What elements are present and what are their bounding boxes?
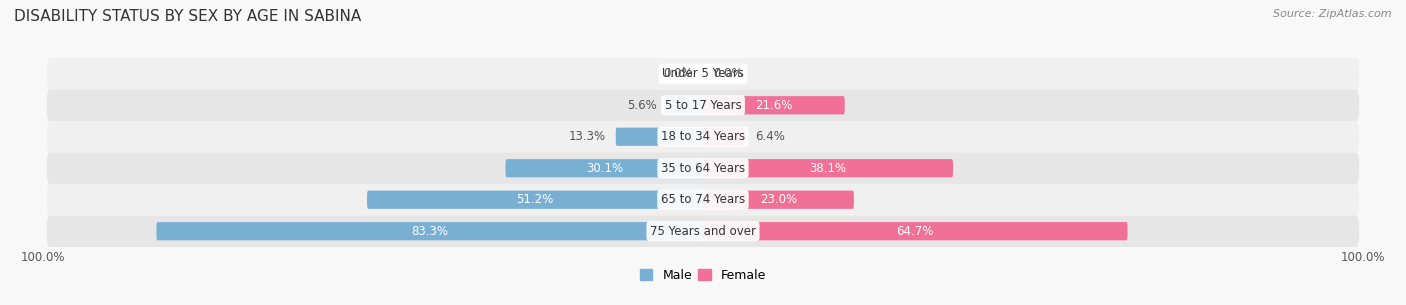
Text: 5 to 17 Years: 5 to 17 Years xyxy=(665,99,741,112)
Text: 64.7%: 64.7% xyxy=(897,225,934,238)
FancyBboxPatch shape xyxy=(46,58,1360,90)
Text: 100.0%: 100.0% xyxy=(1341,251,1385,264)
FancyBboxPatch shape xyxy=(616,127,703,146)
Text: 23.0%: 23.0% xyxy=(759,193,797,206)
Text: 0.0%: 0.0% xyxy=(713,67,742,80)
Text: Under 5 Years: Under 5 Years xyxy=(662,67,744,80)
FancyBboxPatch shape xyxy=(703,127,745,146)
Text: 30.1%: 30.1% xyxy=(586,162,623,175)
Legend: Male, Female: Male, Female xyxy=(636,264,770,287)
Text: Source: ZipAtlas.com: Source: ZipAtlas.com xyxy=(1274,9,1392,19)
Text: 75 Years and over: 75 Years and over xyxy=(650,225,756,238)
Text: 13.3%: 13.3% xyxy=(569,130,606,143)
FancyBboxPatch shape xyxy=(156,222,703,240)
FancyBboxPatch shape xyxy=(703,159,953,178)
Text: 5.6%: 5.6% xyxy=(627,99,657,112)
Text: 18 to 34 Years: 18 to 34 Years xyxy=(661,130,745,143)
Text: 38.1%: 38.1% xyxy=(810,162,846,175)
FancyBboxPatch shape xyxy=(46,215,1360,247)
FancyBboxPatch shape xyxy=(367,191,703,209)
FancyBboxPatch shape xyxy=(703,222,1128,240)
FancyBboxPatch shape xyxy=(46,152,1360,184)
Text: 35 to 64 Years: 35 to 64 Years xyxy=(661,162,745,175)
FancyBboxPatch shape xyxy=(46,90,1360,121)
FancyBboxPatch shape xyxy=(703,96,845,114)
FancyBboxPatch shape xyxy=(666,96,703,114)
Text: DISABILITY STATUS BY SEX BY AGE IN SABINA: DISABILITY STATUS BY SEX BY AGE IN SABIN… xyxy=(14,9,361,24)
FancyBboxPatch shape xyxy=(703,191,853,209)
Text: 51.2%: 51.2% xyxy=(516,193,554,206)
Text: 100.0%: 100.0% xyxy=(21,251,65,264)
Text: 83.3%: 83.3% xyxy=(411,225,449,238)
Text: 0.0%: 0.0% xyxy=(664,67,693,80)
Text: 21.6%: 21.6% xyxy=(755,99,793,112)
FancyBboxPatch shape xyxy=(506,159,703,178)
Text: 65 to 74 Years: 65 to 74 Years xyxy=(661,193,745,206)
FancyBboxPatch shape xyxy=(46,184,1360,215)
FancyBboxPatch shape xyxy=(46,121,1360,152)
Text: 6.4%: 6.4% xyxy=(755,130,785,143)
